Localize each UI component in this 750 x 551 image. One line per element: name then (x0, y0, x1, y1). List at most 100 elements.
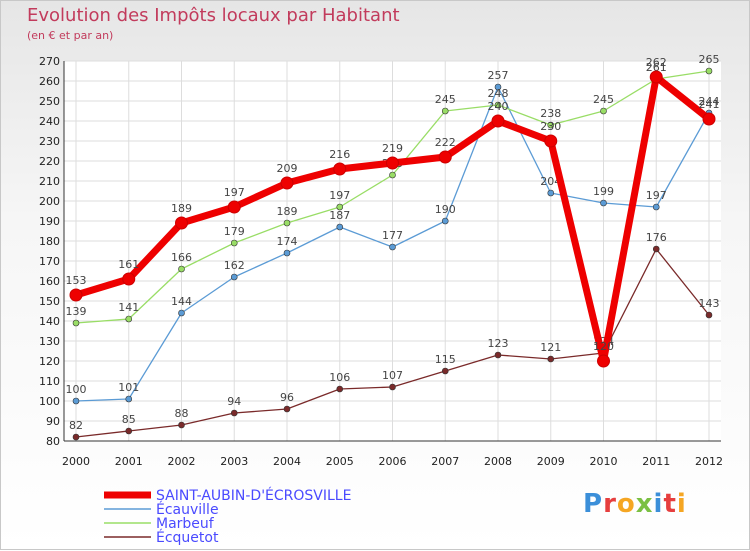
x-tick-label: 2010 (590, 455, 618, 468)
data-point (72, 433, 80, 441)
data-label: 141 (118, 301, 139, 314)
y-tick-label: 250 (39, 95, 60, 108)
x-tick-label: 2012 (695, 455, 723, 468)
data-label: 176 (646, 231, 667, 244)
data-label: 120 (593, 340, 614, 353)
data-label: 166 (171, 251, 192, 264)
data-label: 241 (699, 98, 720, 111)
data-label: 261 (646, 61, 667, 74)
data-label: 85 (122, 413, 136, 426)
logo-letter: o (616, 489, 636, 519)
y-tick-label: 190 (39, 215, 60, 228)
data-point (441, 367, 449, 375)
data-point (125, 427, 133, 435)
x-tick-label: 2009 (537, 455, 565, 468)
data-point (175, 216, 188, 230)
data-point (336, 203, 344, 211)
data-label: 245 (593, 93, 614, 106)
x-tick-label: 2002 (168, 455, 196, 468)
y-tick-label: 260 (39, 75, 60, 88)
data-point (72, 397, 80, 405)
data-label: 248 (488, 87, 509, 100)
data-label: 190 (435, 203, 456, 216)
data-point (125, 395, 133, 403)
data-label: 265 (699, 53, 720, 66)
data-label: 101 (118, 381, 139, 394)
logo-letter: P (583, 489, 604, 519)
x-tick-label: 2007 (431, 455, 459, 468)
data-label: 121 (540, 341, 561, 354)
y-tick-label: 150 (39, 295, 60, 308)
data-point (125, 315, 133, 323)
legend-entry: Marbeuf (156, 516, 215, 532)
y-tick-label: 210 (39, 175, 60, 188)
data-point (544, 134, 558, 148)
data-point (386, 156, 399, 170)
data-point (494, 101, 502, 109)
x-tick-label: 2003 (220, 455, 248, 468)
data-label: 106 (329, 371, 350, 384)
data-point (72, 319, 80, 327)
y-tick-label: 90 (46, 415, 60, 428)
data-label: 143 (699, 297, 720, 310)
y-tick-label: 180 (39, 235, 60, 248)
data-point (69, 288, 83, 302)
data-label: 216 (329, 148, 350, 161)
y-tick-label: 230 (39, 135, 60, 148)
y-tick-label: 130 (39, 335, 60, 348)
y-tick-label: 170 (39, 255, 60, 268)
data-point (600, 107, 607, 115)
data-point (649, 70, 663, 84)
data-label: 238 (540, 107, 561, 120)
data-point (652, 245, 660, 253)
data-label: 197 (224, 186, 245, 199)
data-point (230, 239, 238, 247)
data-label: 209 (277, 162, 298, 175)
data-label: 177 (382, 229, 403, 242)
data-label: 197 (646, 189, 667, 202)
data-point (441, 107, 449, 115)
data-label: 100 (66, 383, 87, 396)
y-tick-label: 120 (39, 355, 60, 368)
legend-entry: Écauville (156, 501, 219, 518)
data-point (178, 421, 185, 429)
x-tick-label: 2000 (62, 455, 90, 468)
data-label: 244 (699, 95, 720, 108)
chart-title: Evolution des Impôts locaux par Habitant (27, 5, 400, 26)
logo-letter: i (676, 489, 687, 519)
data-point (283, 219, 291, 227)
data-label: 230 (540, 120, 561, 133)
legend-entry: Écquetot (156, 529, 219, 546)
data-label: 262 (646, 56, 667, 69)
logo-letter: x (635, 489, 654, 519)
data-label: 123 (488, 337, 509, 350)
data-point (230, 273, 238, 281)
data-point (494, 351, 502, 359)
data-point (283, 249, 291, 257)
data-label: 240 (488, 100, 509, 113)
data-label: 257 (488, 69, 509, 82)
data-label: 96 (280, 391, 294, 404)
data-point (389, 171, 396, 179)
chart-subtitle: (en € et par an) (27, 29, 114, 42)
data-label: 219 (382, 142, 403, 155)
x-tick-label: 2001 (115, 455, 143, 468)
data-point (597, 354, 610, 368)
y-tick-label: 110 (39, 375, 60, 388)
data-label: 94 (227, 395, 241, 408)
x-tick-label: 2004 (273, 455, 301, 468)
data-label: 179 (224, 225, 245, 238)
data-point (438, 150, 452, 164)
data-label: 245 (435, 93, 456, 106)
data-label: 82 (69, 419, 83, 432)
data-point (280, 176, 294, 190)
data-label: 197 (329, 189, 350, 202)
data-label: 204 (540, 175, 561, 188)
data-label: 139 (66, 305, 87, 318)
data-label: 162 (224, 259, 245, 272)
x-tick-label: 2008 (484, 455, 512, 468)
data-label: 222 (435, 136, 456, 149)
data-point (230, 409, 238, 417)
